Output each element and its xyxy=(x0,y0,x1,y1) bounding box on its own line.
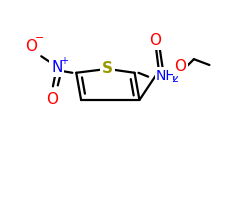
Text: +: + xyxy=(60,56,68,66)
Text: NH: NH xyxy=(156,69,177,83)
Text: 2: 2 xyxy=(172,74,179,84)
Text: O: O xyxy=(46,92,58,107)
Text: O: O xyxy=(25,39,37,54)
Text: −: − xyxy=(35,33,44,43)
Text: O: O xyxy=(174,59,186,74)
Text: N: N xyxy=(51,60,62,75)
Text: O: O xyxy=(149,33,161,48)
Text: S: S xyxy=(102,61,113,76)
